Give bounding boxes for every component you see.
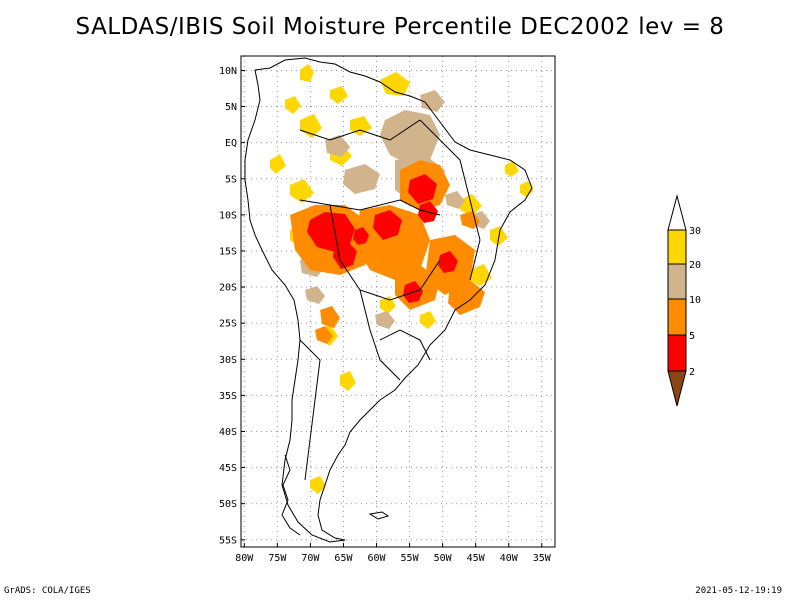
border-line xyxy=(359,289,401,381)
colorbar-bin-20-30 xyxy=(667,229,687,265)
percentile-field xyxy=(270,64,534,494)
patch-red xyxy=(307,212,355,252)
border-line xyxy=(299,119,421,141)
longitude-labels: 80W 75W 70W 65W 60W 55W 50W 45W 40W 35W xyxy=(235,543,552,564)
patch-tan xyxy=(305,286,325,304)
patch-yellow xyxy=(330,86,348,104)
latitude-tick-label: 30S xyxy=(219,355,237,366)
latitude-tick-label: 25S xyxy=(219,319,237,330)
yellow-patches xyxy=(270,64,534,494)
patch-red xyxy=(438,251,458,273)
latitude-labels: 10N 5N EQ 5S 10S 15S 20S 25S 30S 35S 40S 45S 50S 55S xyxy=(219,66,245,546)
patch-tan xyxy=(445,191,465,209)
patch-yellow xyxy=(380,72,410,96)
map-title: SALDAS/IBIS Soil Moisture Percentile DEC… xyxy=(75,14,725,40)
latitude-tick-label: 10S xyxy=(219,210,237,221)
longitude-tick-label: 60W xyxy=(367,553,386,564)
longitude-tick-label: 65W xyxy=(334,553,353,564)
latitude-tick-label: 55S xyxy=(219,535,237,546)
latitude-tick-label: 5S xyxy=(225,174,237,185)
latitude-tick-label: 40S xyxy=(219,427,237,438)
chile-islands xyxy=(281,454,301,536)
longitude-tick-label: 50W xyxy=(434,553,453,564)
latitude-tick-label: 20S xyxy=(219,283,237,294)
latitude-tick-label: 45S xyxy=(219,463,237,474)
map-frame xyxy=(240,55,556,548)
patch-yellow xyxy=(310,476,326,494)
footer-timestamp: 2021-05-12-19:19 xyxy=(695,586,782,596)
border-line xyxy=(419,119,481,281)
colorbar-label: 2 xyxy=(689,367,695,378)
longitude-tick-label: 80W xyxy=(235,553,254,564)
patch-red xyxy=(408,174,437,204)
patch-orange xyxy=(315,326,333,344)
colorbar-cap-below-2 xyxy=(667,370,687,407)
latitude-tick-label: EQ xyxy=(225,138,237,149)
latitude-tick-label: 10N xyxy=(219,66,237,77)
colorbar-label: 20 xyxy=(689,260,701,271)
longitude-tick-label: 75W xyxy=(268,553,287,564)
patch-yellow xyxy=(300,64,314,82)
longitude-tick-label: 40W xyxy=(500,553,519,564)
patch-tan xyxy=(420,90,445,112)
falkland-islands xyxy=(368,511,390,520)
red-patches xyxy=(307,174,458,303)
latitude-tick-label: 15S xyxy=(219,246,237,257)
south-america-outline xyxy=(244,57,533,543)
longitude-tick-label: 70W xyxy=(301,553,320,564)
patch-orange xyxy=(460,211,480,229)
colorbar-bin-2-5 xyxy=(667,334,687,372)
patch-yellow xyxy=(520,181,534,197)
patch-yellow xyxy=(505,161,519,177)
patch-yellow xyxy=(285,96,301,114)
patch-orange xyxy=(448,280,485,315)
patch-tan xyxy=(375,311,395,329)
latitude-tick-label: 35S xyxy=(219,391,237,402)
colorbar-label: 5 xyxy=(689,331,695,342)
patch-yellow xyxy=(420,311,436,329)
patch-tan xyxy=(380,110,440,165)
coastlines xyxy=(244,57,533,543)
patch-yellow xyxy=(380,296,396,314)
border-line xyxy=(329,204,441,301)
colorbar xyxy=(667,194,687,407)
colorbar-label: 10 xyxy=(689,295,701,306)
border-line xyxy=(299,339,321,481)
patch-yellow xyxy=(340,371,356,391)
patch-tan xyxy=(343,164,380,194)
colorbar-cap-above-30 xyxy=(667,194,687,231)
longitude-tick-label: 55W xyxy=(401,553,420,564)
colorbar-bin-5-10 xyxy=(667,298,687,336)
latitude-tick-label: 5N xyxy=(225,102,237,113)
patch-red xyxy=(353,227,369,245)
longitude-tick-label: 35W xyxy=(533,553,552,564)
longitude-tick-label: 45W xyxy=(467,553,486,564)
latitude-tick-label: 50S xyxy=(219,499,237,510)
footer-credit: GrADS: COLA/IGES xyxy=(4,586,91,596)
patch-tan xyxy=(325,135,350,157)
colorbar-labels: 30 20 10 5 2 xyxy=(689,226,701,378)
colorbar-bin-10-20 xyxy=(667,263,687,300)
patch-red xyxy=(373,210,402,240)
patch-yellow xyxy=(270,154,286,174)
patch-orange xyxy=(320,306,340,328)
patch-red xyxy=(333,241,357,269)
border-line xyxy=(379,329,431,361)
patch-yellow xyxy=(290,179,314,203)
colorbar-label: 30 xyxy=(689,226,701,237)
patch-yellow xyxy=(300,114,322,138)
